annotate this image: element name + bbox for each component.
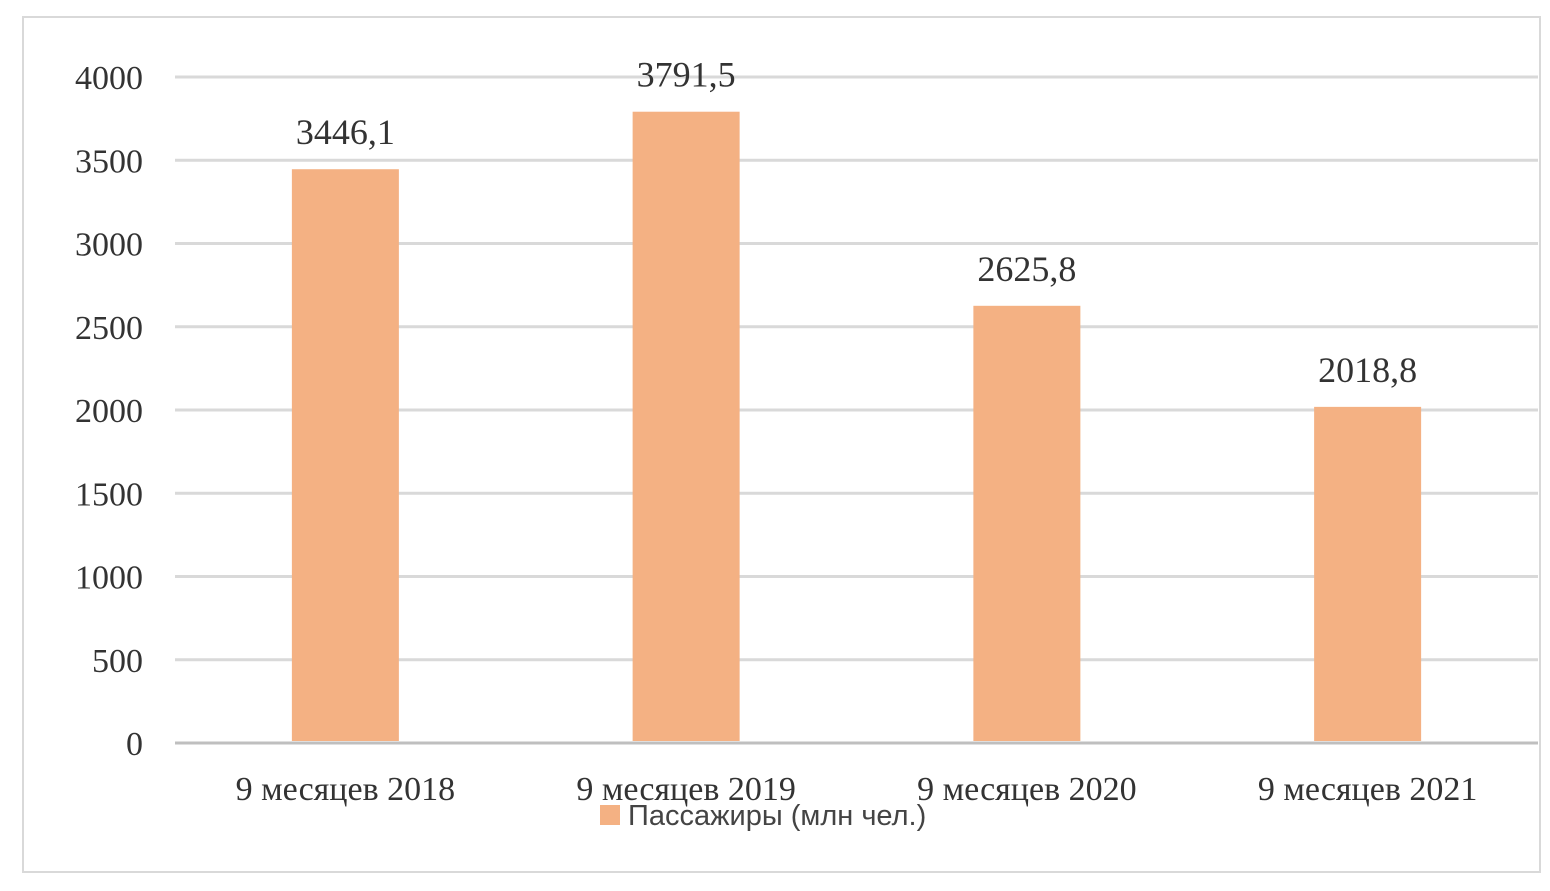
data-label: 2625,8: [977, 249, 1076, 289]
bars: [291, 111, 1422, 741]
y-tick-label: 500: [92, 643, 143, 680]
data-label: 3446,1: [296, 112, 395, 152]
y-tick-label: 4000: [75, 60, 143, 97]
legend-label: Пассажиры (млн чел.): [628, 800, 926, 832]
legend-swatch: [600, 805, 620, 825]
data-labels: 3446,1 3791,5 2625,8 2018,8: [296, 55, 1417, 390]
y-tick-label: 3500: [75, 143, 143, 180]
data-label: 2018,8: [1318, 350, 1417, 390]
y-tick-label: 0: [126, 726, 143, 763]
x-tick-label: 9 месяцев 2018: [236, 771, 456, 808]
x-axis: 9 месяцев 2018 9 месяцев 2019 9 месяцев 20…: [236, 771, 1478, 808]
x-tick-label: 9 месяцев 2021: [1258, 771, 1478, 808]
gridlines: [175, 75, 1538, 745]
y-axis: 0 500 1000 1500 2000 2500 3000 3500 4000: [75, 60, 143, 763]
y-tick-label: 2000: [75, 393, 143, 430]
x-tick-label: 9 месяцев 2020: [917, 771, 1137, 808]
y-tick-label: 1000: [75, 560, 143, 597]
x-tick-label: 9 месяцев 2019: [576, 771, 796, 808]
y-tick-label: 2500: [75, 310, 143, 347]
legend: Пассажиры (млн чел.): [600, 800, 926, 832]
data-label: 3791,5: [637, 55, 736, 95]
bar: [973, 305, 1081, 741]
bar: [291, 169, 399, 741]
bar: [1314, 406, 1422, 741]
bar: [632, 111, 740, 741]
y-tick-label: 1500: [75, 476, 143, 513]
y-tick-label: 3000: [75, 227, 143, 264]
